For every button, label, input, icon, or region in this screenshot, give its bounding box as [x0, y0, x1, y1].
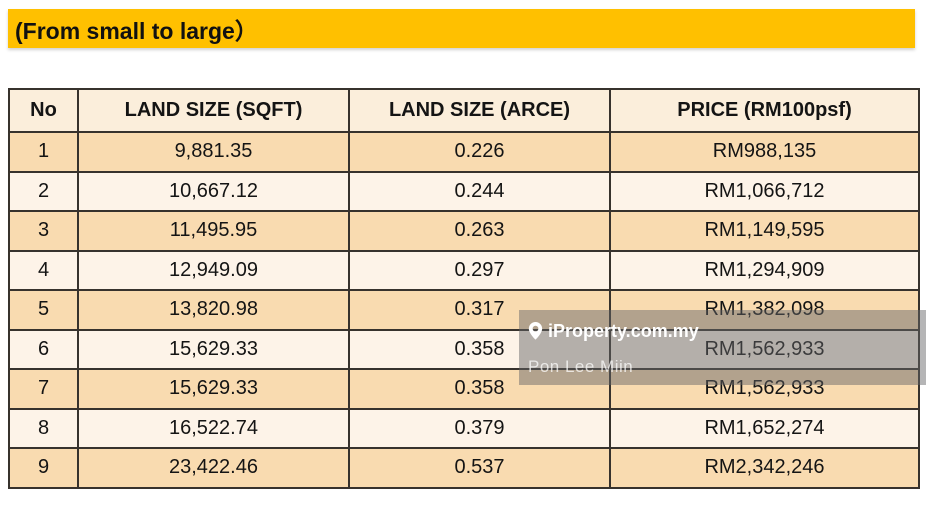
section-title: (From small to large） — [15, 17, 258, 44]
cell-price: RM988,135 — [609, 131, 920, 173]
table-header-row: No LAND SIZE (SQFT) LAND SIZE (ARCE) PRI… — [8, 88, 920, 133]
cell-sqft: 13,820.98 — [77, 289, 350, 331]
cell-no: 2 — [8, 170, 79, 212]
cell-price: RM1,562,933 — [609, 328, 920, 370]
cell-acre: 0.358 — [348, 328, 611, 370]
table-row: 9 23,422.46 0.537 RM2,342,246 — [8, 447, 920, 489]
cell-sqft: 15,629.33 — [77, 368, 350, 410]
cell-no: 8 — [8, 407, 79, 449]
land-size-price-table: No LAND SIZE (SQFT) LAND SIZE (ARCE) PRI… — [8, 88, 920, 489]
cell-price: RM1,562,933 — [609, 368, 920, 410]
cell-no: 4 — [8, 249, 79, 291]
cell-price: RM1,652,274 — [609, 407, 920, 449]
cell-acre: 0.317 — [348, 289, 611, 331]
cell-price: RM2,342,246 — [609, 447, 920, 489]
cell-acre: 0.537 — [348, 447, 611, 489]
cell-sqft: 23,422.46 — [77, 447, 350, 489]
cell-no: 6 — [8, 328, 79, 370]
iproperty-watermark: iProperty.com.my Pon Lee Miin — [519, 310, 926, 385]
table-row: 6 15,629.33 0.358 RM1,562,933 — [8, 328, 920, 370]
cell-acre: 0.226 — [348, 131, 611, 173]
cell-price: RM1,294,909 — [609, 249, 920, 291]
table-row: 4 12,949.09 0.297 RM1,294,909 — [8, 249, 920, 291]
cell-sqft: 16,522.74 — [77, 407, 350, 449]
table-row: 1 9,881.35 0.226 RM988,135 — [8, 131, 920, 173]
table-row: 8 16,522.74 0.379 RM1,652,274 — [8, 407, 920, 449]
column-header-no: No — [8, 88, 79, 133]
table-row: 2 10,667.12 0.244 RM1,066,712 — [8, 170, 920, 212]
cell-no: 1 — [8, 131, 79, 173]
cell-acre: 0.297 — [348, 249, 611, 291]
table-row: 5 13,820.98 0.317 RM1,382,098 — [8, 289, 920, 331]
cell-acre: 0.379 — [348, 407, 611, 449]
watermark-brand-row: iProperty.com.my — [528, 312, 926, 350]
cell-sqft: 15,629.33 — [77, 328, 350, 370]
cell-sqft: 9,881.35 — [77, 131, 350, 173]
watermark-agent-name: Pon Lee Miin — [528, 356, 634, 376]
cell-sqft: 12,949.09 — [77, 249, 350, 291]
cell-no: 9 — [8, 447, 79, 489]
column-header-sqft: LAND SIZE (SQFT) — [77, 88, 350, 133]
cell-no: 7 — [8, 368, 79, 410]
cell-price: RM1,382,098 — [609, 289, 920, 331]
section-title-banner: (From small to large） — [8, 9, 915, 48]
cell-sqft: 10,667.12 — [77, 170, 350, 212]
cell-no: 5 — [8, 289, 79, 331]
column-header-price: PRICE (RM100psf) — [609, 88, 920, 133]
cell-acre: 0.263 — [348, 210, 611, 252]
cell-price: RM1,149,595 — [609, 210, 920, 252]
cell-acre: 0.358 — [348, 368, 611, 410]
cell-no: 3 — [8, 210, 79, 252]
cell-acre: 0.244 — [348, 170, 611, 212]
table-row: 3 11,495.95 0.263 RM1,149,595 — [8, 210, 920, 252]
column-header-acre: LAND SIZE (ARCE) — [348, 88, 611, 133]
table-row: 7 15,629.33 0.358 RM1,562,933 — [8, 368, 920, 410]
map-pin-icon — [528, 322, 543, 340]
cell-price: RM1,066,712 — [609, 170, 920, 212]
watermark-brand-text: iProperty.com.my — [548, 320, 699, 341]
cell-sqft: 11,495.95 — [77, 210, 350, 252]
